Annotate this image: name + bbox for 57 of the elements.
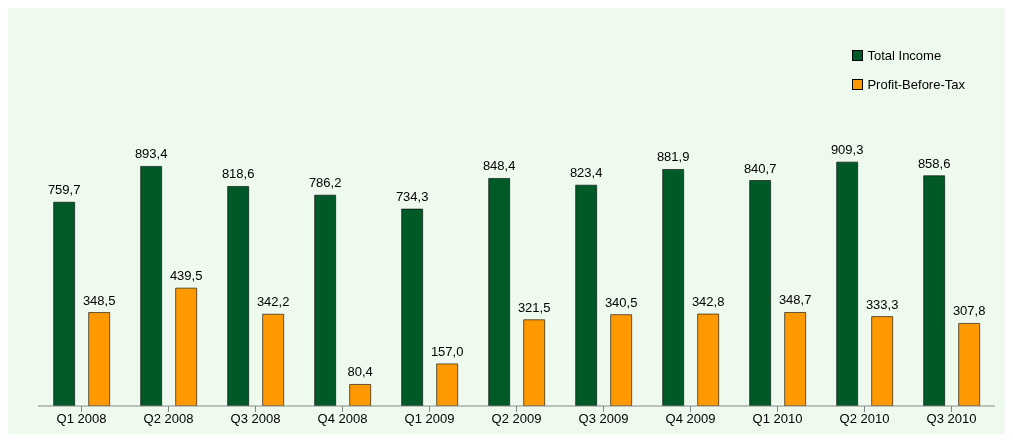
bar bbox=[836, 161, 858, 406]
bar bbox=[349, 384, 371, 406]
data-label: 909,3 bbox=[830, 142, 864, 158]
x-tick-label: Q1 2010 bbox=[752, 411, 803, 427]
x-tick-label: Q2 2008 bbox=[143, 411, 194, 427]
x-tick-label: Q4 2008 bbox=[317, 411, 368, 427]
data-label: 333,3 bbox=[865, 296, 899, 312]
data-label: 759,7 bbox=[47, 182, 81, 198]
data-label: 342,8 bbox=[691, 294, 725, 310]
bar bbox=[923, 175, 945, 406]
data-label: 858,6 bbox=[917, 155, 951, 171]
bar bbox=[749, 180, 771, 406]
bar bbox=[488, 178, 510, 406]
x-tick-label: Q1 2009 bbox=[404, 411, 455, 427]
bar bbox=[401, 208, 423, 406]
legend-label: Profit-Before-Tax bbox=[867, 77, 965, 92]
bar bbox=[262, 313, 284, 406]
data-label: 340,5 bbox=[604, 294, 638, 310]
data-label: 786,2 bbox=[308, 175, 342, 191]
data-label: 80,4 bbox=[347, 364, 373, 380]
x-tick-label: Q3 2008 bbox=[230, 411, 281, 427]
legend-label: Total Income bbox=[867, 48, 942, 63]
data-label: 348,5 bbox=[82, 292, 116, 308]
data-label: 881,9 bbox=[656, 149, 690, 165]
x-tick-label: Q1 2008 bbox=[56, 411, 107, 427]
bar bbox=[140, 166, 162, 406]
data-label: 439,5 bbox=[169, 268, 203, 284]
bar bbox=[958, 323, 980, 406]
data-label: 848,4 bbox=[482, 158, 516, 174]
data-label: 321,5 bbox=[517, 299, 551, 315]
data-label: 840,7 bbox=[743, 160, 777, 176]
bar bbox=[436, 363, 458, 406]
bar bbox=[523, 319, 545, 406]
bar bbox=[610, 314, 632, 406]
bar bbox=[314, 194, 336, 406]
data-label: 818,6 bbox=[221, 166, 255, 182]
bar bbox=[227, 186, 249, 406]
bar bbox=[784, 312, 806, 406]
bar bbox=[575, 184, 597, 406]
x-tick-label: Q2 2010 bbox=[839, 411, 890, 427]
bar bbox=[88, 312, 110, 406]
data-label: 307,8 bbox=[952, 303, 986, 319]
bar bbox=[697, 313, 719, 406]
data-label: 893,4 bbox=[134, 146, 168, 162]
bar bbox=[871, 316, 893, 406]
x-tick-label: Q3 2010 bbox=[926, 411, 977, 427]
data-label: 157,0 bbox=[430, 343, 464, 359]
data-label: 348,7 bbox=[778, 292, 812, 308]
x-tick-label: Q2 2009 bbox=[491, 411, 542, 427]
bar bbox=[662, 169, 684, 406]
data-label: 734,3 bbox=[395, 189, 429, 205]
data-label: 823,4 bbox=[569, 165, 603, 181]
x-tick-label: Q3 2009 bbox=[578, 411, 629, 427]
x-tick-label: Q4 2009 bbox=[665, 411, 716, 427]
data-label: 342,2 bbox=[256, 294, 290, 310]
bar bbox=[53, 201, 75, 406]
bar bbox=[175, 287, 197, 406]
